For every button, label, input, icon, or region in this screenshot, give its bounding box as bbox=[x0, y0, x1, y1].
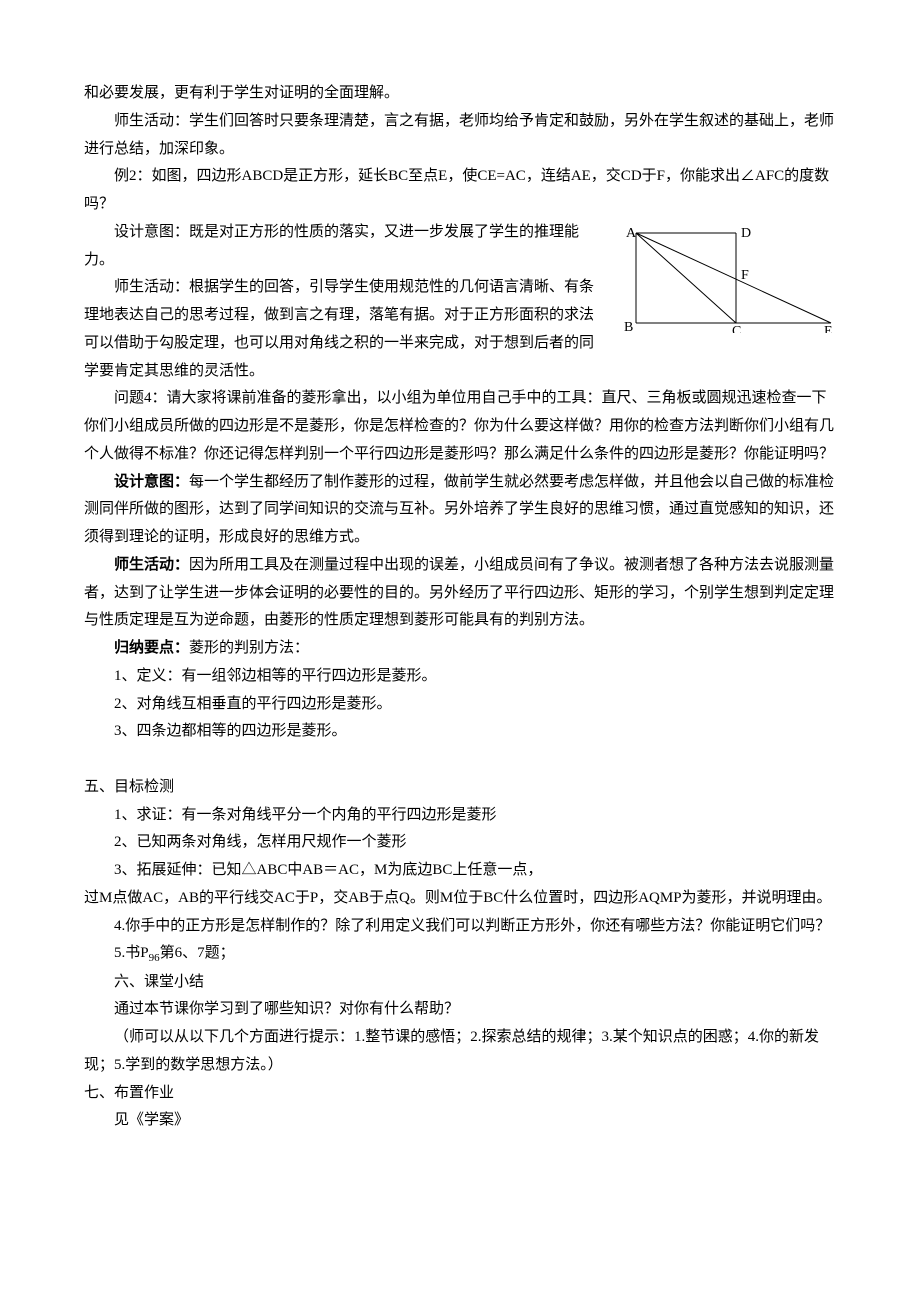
p14: （师可以从以下几个方面进行提示：1.整节课的感悟；2.探索总结的规律；3.某个知… bbox=[84, 1024, 836, 1080]
paragraph: 师生活动：学生们回答时只要条理清楚，言之有据，老师均给予肯定和鼓励，另外在学生叙… bbox=[84, 108, 836, 164]
method-2: 2、对角线互相垂直的平行四边形是菱形。 bbox=[84, 691, 836, 719]
section-5-heading: 五、目标检测 bbox=[84, 774, 836, 802]
example-2: 例2：如图，四边形ABCD是正方形，延长BC至点E，使CE=AC，连结AE，交C… bbox=[84, 163, 836, 219]
label-f: F bbox=[741, 268, 749, 283]
label-c: C bbox=[732, 324, 741, 333]
label-summary: 归纳要点： bbox=[114, 640, 189, 656]
text: 因为所用工具及在测量过程中出现的误差，小组成员间有了争议。被测者想了各种方法去说… bbox=[84, 557, 834, 629]
label-design-intent: 设计意图： bbox=[114, 474, 189, 490]
label-d: D bbox=[741, 226, 751, 241]
q4: 4.你手中的正方形是怎样制作的？除了利用定义我们可以判断正方形外，你还有哪些方法… bbox=[84, 913, 836, 941]
figure-svg: A D B C E F bbox=[616, 223, 836, 333]
q3: 3、拓展延伸：已知△ABC中AB＝AC，M为底边BC上任意一点， bbox=[84, 857, 836, 885]
label-e: E bbox=[824, 324, 833, 333]
teacher-student-activity-2: 师生活动：因为所用工具及在测量过程中出现的误差，小组成员间有了争议。被测者想了各… bbox=[84, 552, 836, 635]
label-activity: 师生活动： bbox=[114, 557, 189, 573]
q2: 2、已知两条对角线，怎样用尺规作一个菱形 bbox=[84, 829, 836, 857]
q3-cont: 过M点做AC，AB的平行线交AC于P，交AB于点Q。则M位于BC什么位置时，四边… bbox=[84, 885, 836, 913]
p13: 通过本节课你学习到了哪些知识？对你有什么帮助？ bbox=[84, 996, 836, 1024]
q5: 5.书P96第6、7题； bbox=[84, 940, 836, 968]
text: 菱形的判别方法： bbox=[189, 640, 309, 656]
summary-points: 归纳要点：菱形的判别方法： bbox=[84, 635, 836, 663]
label-b: B bbox=[624, 320, 633, 333]
section-6-heading: 六、课堂小结 bbox=[84, 969, 836, 997]
question-4: 问题4：请大家将课前准备的菱形拿出，以小组为单位用自己手中的工具：直尺、三角板或… bbox=[84, 385, 836, 468]
method-1: 1、定义：有一组邻边相等的平行四边形是菱形。 bbox=[84, 663, 836, 691]
design-intent-2: 设计意图：每一个学生都经历了制作菱形的过程，做前学生就必然要考虑怎样做，并且他会… bbox=[84, 469, 836, 552]
q5-text-a: 5.书P bbox=[114, 945, 149, 961]
q5-sub: 96 bbox=[149, 952, 160, 964]
method-3: 3、四条边都相等的四边形是菱形。 bbox=[84, 718, 836, 746]
geometry-figure: A D B C E F bbox=[616, 223, 836, 333]
p15: 见《学案》 bbox=[84, 1107, 836, 1135]
q1: 1、求证：有一条对角线平分一个内角的平行四边形是菱形 bbox=[84, 802, 836, 830]
q5-text-b: 第6、7题； bbox=[160, 945, 235, 961]
label-a: A bbox=[626, 226, 637, 241]
section-7-heading: 七、布置作业 bbox=[84, 1080, 836, 1108]
text: 每一个学生都经历了制作菱形的过程，做前学生就必然要考虑怎样做，并且他会以自己做的… bbox=[84, 474, 834, 546]
paragraph: 和必要发展，更有利于学生对证明的全面理解。 bbox=[84, 80, 836, 108]
